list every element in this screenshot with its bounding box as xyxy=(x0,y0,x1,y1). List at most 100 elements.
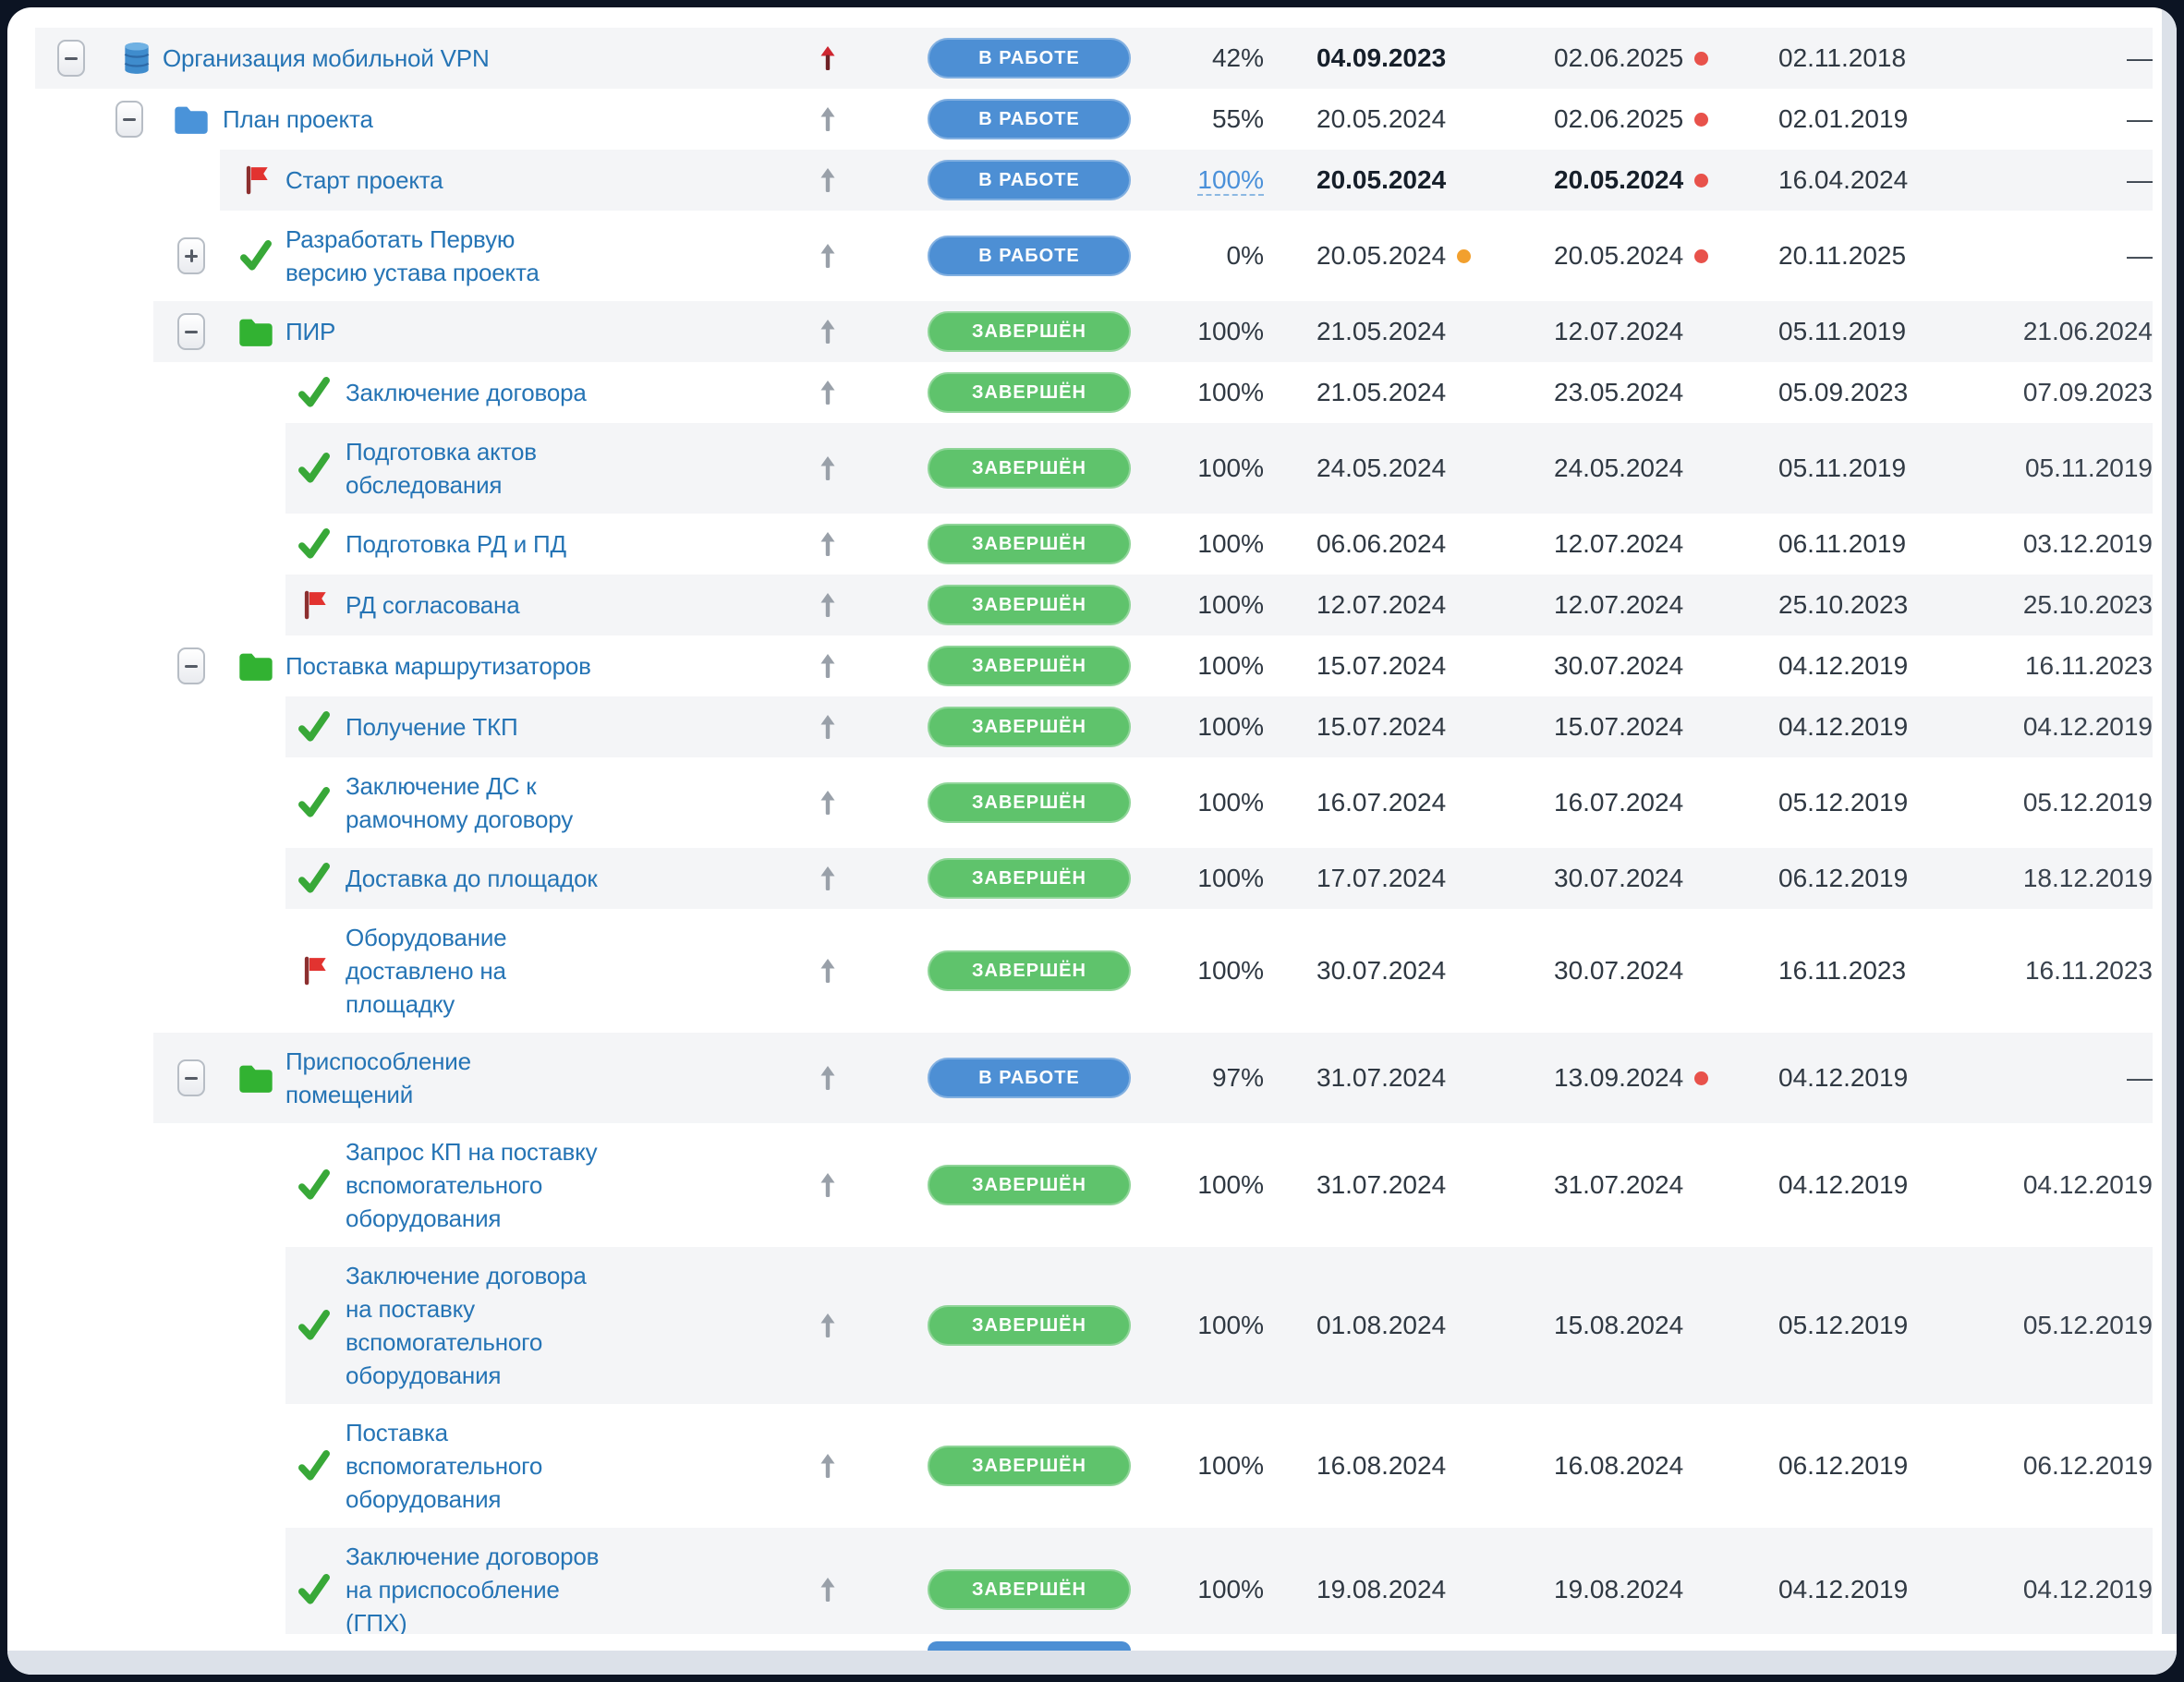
table-row[interactable]: Заключение договоров на приспособление (… xyxy=(7,1528,2177,1652)
task-name-link[interactable]: Получение ТКП xyxy=(346,713,518,741)
date4-value: — xyxy=(2127,104,2153,133)
priority-cell xyxy=(783,957,872,985)
check-icon xyxy=(296,784,333,821)
task-name-link[interactable]: План проекта xyxy=(223,105,373,133)
task-name-link[interactable]: Заключение ДС к рамочному договору xyxy=(346,772,573,833)
table-row[interactable]: ПИР ЗАВЕРШЁН 100% 21.05.2024 12.07.2024 … xyxy=(7,301,2177,362)
date1-cell: 01.08.2024 xyxy=(1316,1311,1547,1340)
date4-value: 04.12.2019 xyxy=(2022,712,2153,741)
task-name-link[interactable]: Поставка вспомогательного оборудования xyxy=(346,1419,543,1513)
table-row[interactable]: Получение ТКП ЗАВЕРШЁН 100% 15.07.2024 1… xyxy=(7,696,2177,757)
table-row[interactable]: Разработать Первую версию устава проекта… xyxy=(7,211,2177,301)
collapse-toggle[interactable] xyxy=(177,647,205,684)
date2-cell: 30.07.2024 xyxy=(1547,651,1778,681)
table-row[interactable]: Заключение договора ЗАВЕРШЁН 100% 21.05.… xyxy=(7,362,2177,423)
priority-cell xyxy=(783,44,872,72)
task-name-link[interactable]: Старт проекта xyxy=(285,166,443,194)
status-cell: ЗАВЕРШЁН xyxy=(872,1305,1186,1346)
task-name-link[interactable]: Заключение договоров на приспособление (… xyxy=(346,1543,600,1637)
task-name-link[interactable]: Запрос КП на поставку вспомогательного о… xyxy=(346,1138,598,1232)
priority-up-icon xyxy=(819,44,837,72)
date2-value: 20.05.2024 xyxy=(1554,241,1684,270)
task-name-link[interactable]: Подготовка РД и ПД xyxy=(346,530,566,558)
date1-value: 30.07.2024 xyxy=(1316,956,1447,985)
date3-value: 16.11.2023 xyxy=(1778,956,1907,985)
percent-cell: 100% xyxy=(1186,1575,1264,1604)
date1-value: 24.05.2024 xyxy=(1316,454,1447,482)
table-row[interactable]: Заключение договора на поставку вспомога… xyxy=(7,1247,2177,1404)
table-row[interactable]: Запрос КП на поставку вспомогательного о… xyxy=(7,1123,2177,1247)
date2-value: 13.09.2024 xyxy=(1554,1063,1684,1092)
priority-up-icon xyxy=(819,1312,837,1339)
date3-cell: 05.11.2019 xyxy=(1778,454,1966,483)
date4-value: 18.12.2019 xyxy=(2022,864,2153,892)
table-row[interactable]: Заключение ДС к рамочному договору ЗАВЕР… xyxy=(7,757,2177,848)
task-name-link[interactable]: Подготовка актов обследования xyxy=(346,438,537,499)
date4-cell: 05.11.2019 xyxy=(1966,454,2153,483)
priority-up-icon xyxy=(819,957,837,985)
date1-cell: 12.07.2024 xyxy=(1316,590,1547,620)
date1-cell: 15.07.2024 xyxy=(1316,712,1547,742)
percent-value: 42% xyxy=(1211,43,1264,72)
table-row[interactable]: Оборудование доставлено на площадку ЗАВЕ… xyxy=(7,909,2177,1033)
percent-link[interactable]: 100% xyxy=(1197,165,1264,196)
percent-cell: 100% xyxy=(1186,1170,1264,1200)
date2-value: 02.06.2025 xyxy=(1554,104,1684,133)
task-name-link[interactable]: Оборудование доставлено на площадку xyxy=(346,924,507,1018)
priority-cell xyxy=(783,865,872,892)
percent-cell: 100% xyxy=(1186,651,1264,681)
table-row[interactable]: Организация мобильной VPN В РАБОТЕ 42% 0… xyxy=(7,28,2177,89)
priority-up-icon xyxy=(819,454,837,482)
table-row[interactable]: Подготовка актов обследования ЗАВЕРШЁН 1… xyxy=(7,423,2177,514)
date1-cell: 04.09.2023 xyxy=(1316,43,1547,73)
date2-value: 12.07.2024 xyxy=(1554,590,1684,619)
expand-toggle[interactable] xyxy=(177,237,205,274)
task-name-link[interactable]: Приспособление помещений xyxy=(285,1047,471,1108)
task-tree-cell: Подготовка РД и ПД xyxy=(7,514,783,575)
table-row[interactable]: Поставка вспомогательного оборудования З… xyxy=(7,1404,2177,1528)
percent-cell: 55% xyxy=(1186,104,1264,134)
task-name-link[interactable]: Разработать Первую версию устава проекта xyxy=(285,225,540,286)
date1-value: 17.07.2024 xyxy=(1316,864,1447,892)
priority-cell xyxy=(783,379,872,406)
collapse-toggle[interactable] xyxy=(57,40,85,77)
task-name-link[interactable]: Доставка до площадок xyxy=(346,865,598,892)
task-name-link[interactable]: Поставка маршрутизаторов xyxy=(285,652,591,680)
table-row[interactable]: Старт проекта В РАБОТЕ 100% 20.05.2024 2… xyxy=(7,150,2177,211)
percent-value: 100% xyxy=(1197,788,1264,817)
table-row[interactable]: Приспособление помещений В РАБОТЕ 97% 31… xyxy=(7,1033,2177,1123)
task-name-link[interactable]: ПИР xyxy=(285,318,336,345)
date1-cell: 31.07.2024 xyxy=(1316,1063,1547,1093)
date4-cell: 04.12.2019 xyxy=(1966,1575,2153,1604)
task-name-link[interactable]: Заключение договора xyxy=(346,379,587,406)
date1-value: 15.07.2024 xyxy=(1316,712,1447,741)
date4-value: 03.12.2019 xyxy=(2022,529,2153,558)
deadline-dot xyxy=(1457,248,1472,263)
collapse-toggle[interactable] xyxy=(115,101,143,138)
status-cell: В РАБОТЕ xyxy=(872,236,1186,276)
table-row[interactable]: План проекта В РАБОТЕ 55% 20.05.2024 02.… xyxy=(7,89,2177,150)
status-cell: ЗАВЕРШЁН xyxy=(872,524,1186,564)
table-row[interactable]: Поставка маршрутизаторов ЗАВЕРШЁН 100% 1… xyxy=(7,635,2177,696)
table-row[interactable]: Доставка до площадок ЗАВЕРШЁН 100% 17.07… xyxy=(7,848,2177,909)
task-name-link[interactable]: Заключение договора на поставку вспомога… xyxy=(346,1262,587,1389)
priority-up-icon xyxy=(819,652,837,680)
collapse-toggle[interactable] xyxy=(177,1059,205,1096)
date2-value: 30.07.2024 xyxy=(1554,864,1684,892)
table-row[interactable]: РД согласована ЗАВЕРШЁН 100% 12.07.2024 … xyxy=(7,575,2177,635)
check-icon xyxy=(296,526,333,563)
folder-icon xyxy=(237,1059,274,1096)
collapse-toggle[interactable] xyxy=(177,313,205,350)
task-name-link[interactable]: РД согласована xyxy=(346,591,520,619)
date2-cell: 12.07.2024 xyxy=(1547,590,1778,620)
task-name-link[interactable]: Организация мобильной VPN xyxy=(163,44,490,72)
task-tree-cell: Заключение договора xyxy=(7,362,783,423)
date3-value: 16.04.2024 xyxy=(1778,165,1909,194)
task-tree-cell: Оборудование доставлено на площадку xyxy=(7,909,783,1033)
deadline-dot xyxy=(1694,173,1709,188)
table-row[interactable]: Подготовка РД и ПД ЗАВЕРШЁН 100% 06.06.2… xyxy=(7,514,2177,575)
percent-cell: 0% xyxy=(1186,241,1264,271)
status-cell: ЗАВЕРШЁН xyxy=(872,311,1186,352)
date1-value: 06.06.2024 xyxy=(1316,529,1447,558)
status-badge: В РАБОТЕ xyxy=(928,236,1131,276)
